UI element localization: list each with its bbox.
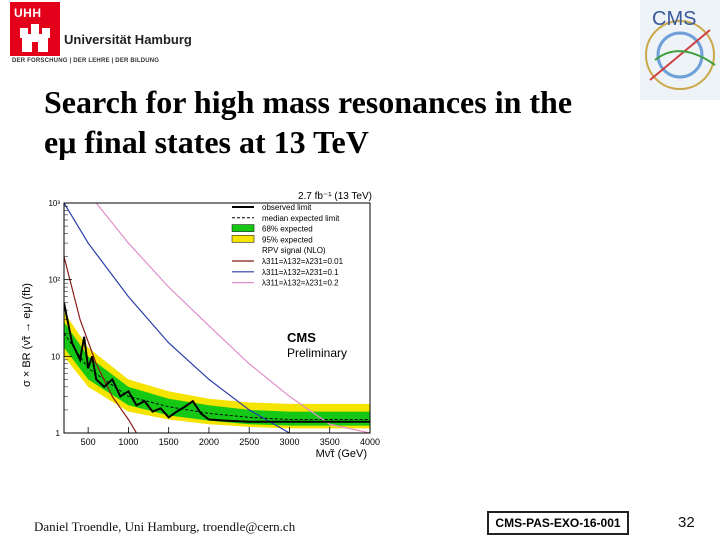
legend-label-observed: observed limit [262,203,312,212]
cms-logo: CMS [640,0,720,100]
x-tick-label-1500: 1500 [159,437,179,447]
legend-label-band95: 95% expected [262,235,313,244]
limit-plot: 500 1000 1500 2000 2500 3000 3500 4000 1 10 10² 10³… [21,191,380,460]
castle-icon [20,24,50,52]
legend-entry-observed: observed limit [232,203,312,212]
x-tick-label-4000: 4000 [360,437,380,447]
cms-track [649,29,711,81]
observed-limit-line [64,302,370,423]
x-tick-label-3000: 3000 [279,437,299,447]
uhh-logo-text: UHH [14,6,42,20]
signal1-line [64,256,137,433]
y-axis-label: σ × BR (ν̃τ → eμ) (fb) [21,283,33,387]
x-tick-label-1000: 1000 [118,437,138,447]
y-tick-label-1: 1 [56,429,61,438]
legend-label-header: RPV signal (NLO) [262,246,326,255]
slide-title: Search for high mass resonances in the e… [44,82,644,162]
cms-detector-inner-ring [656,31,704,79]
legend-swatch-band95 [231,235,255,243]
cms-track-2 [654,50,716,66]
x-tick-label-2500: 2500 [239,437,259,447]
y-tick-label-10: 10 [51,352,60,361]
legend-entry-median: median expected limit [232,214,340,223]
lumi-label: 2.7 fb⁻¹ (13 TeV) [298,191,372,202]
legend-entry-signal2: λ311=λ132=λ231=0.1 [232,268,339,277]
x-tick-label-2000: 2000 [199,437,219,447]
university-claim: DER FORSCHUNG | DER LEHRE | DER BILDUNG [12,58,160,64]
cms-detector-ring [645,20,715,90]
band-68-expected [64,322,370,426]
legend-label-signal2: λ311=λ132=λ231=0.1 [262,268,339,277]
uhh-logo-mark: UHH [10,2,60,56]
legend-entry-signal3: λ311=λ132=λ231=0.2 [232,279,339,288]
legend-label-signal1: λ311=λ132=λ231=0.01 [262,257,344,266]
slide-title-line1: Search for high mass resonances in the [44,84,573,120]
y-tick-label-1000: 10³ [48,199,60,208]
footer-author: Daniel Troendle, Uni Hamburg, troendle@c… [34,519,296,534]
uhh-logo: UHH Universität Hamburg DER FORSCHUNG | … [10,2,192,70]
legend-label-band68: 68% expected [262,225,313,234]
page-number: 32 [678,514,695,531]
y-tick-label-100: 10² [48,276,60,285]
x-tick-label-3500: 3500 [320,437,340,447]
legend-label-median: median expected limit [262,214,340,223]
slide-title-line2: eμ final states at 13 TeV [44,124,369,160]
legend-entry-header: RPV signal (NLO) [262,246,326,255]
x-tick-label-500: 500 [81,437,96,447]
legend-entry-band95: 95% expected [231,235,313,244]
median-expected-line [64,332,370,420]
cms-logo-text: CMS [652,8,696,30]
legend-swatch-band68 [231,224,255,232]
legend-entry-signal1: λ311=λ132=λ231=0.01 [232,257,344,266]
cms-preliminary-label: Preliminary [287,346,347,360]
legend-label-signal3: λ311=λ132=λ231=0.2 [262,279,339,288]
x-axis-label: Mν̃τ (GeV) [316,448,367,460]
plot-frame [63,202,371,434]
legend-entry-band68: 68% expected [231,224,313,234]
signal2-line [64,203,290,433]
footer-reference-box: CMS-PAS-EXO-16-001 [487,511,629,535]
university-name: Universität Hamburg [64,32,192,47]
cms-label: CMS [287,330,316,345]
signal3-line [95,203,370,433]
